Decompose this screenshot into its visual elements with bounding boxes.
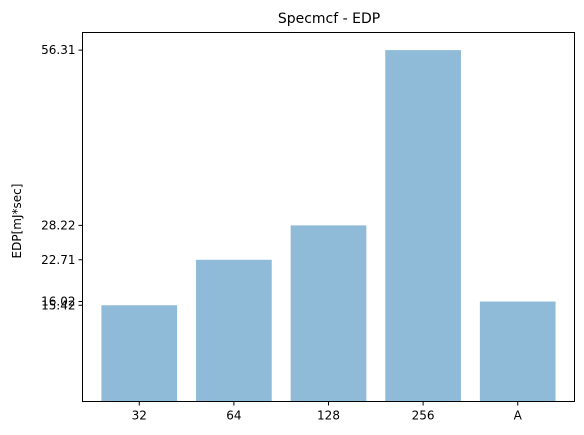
x-tick-label: 64: [226, 409, 241, 423]
bar-a: [479, 301, 556, 402]
y-tick-label: 56.31: [41, 43, 75, 57]
bar-128: [290, 225, 367, 402]
axes-frame: [82, 32, 575, 402]
x-tick-label: 128: [317, 409, 340, 423]
x-tick-label: 256: [412, 409, 435, 423]
x-tick-label: 32: [132, 409, 147, 423]
x-ticks-group: 32 64 128 256 A: [132, 401, 523, 423]
y-tick-label: 28.22: [41, 218, 75, 232]
y-tick-label: 22.71: [41, 253, 75, 267]
y-tick-label: 15.42: [41, 298, 75, 312]
bar-32: [101, 305, 178, 402]
bars-group: [101, 50, 556, 402]
y-tick-label: 16.02: [41, 295, 75, 309]
bar-64: [196, 259, 272, 402]
y-axis-label: EDP[mJ*sec]: [10, 184, 24, 259]
bar-256: [385, 50, 461, 402]
chart-title: Specmcf - EDP: [278, 11, 380, 27]
x-tick-label: A: [514, 409, 523, 423]
